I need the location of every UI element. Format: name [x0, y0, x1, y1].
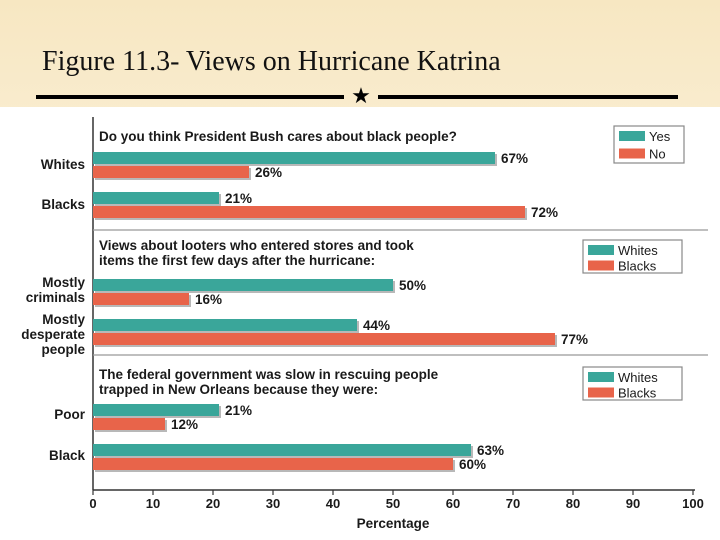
legend-label: Blacks	[618, 259, 657, 274]
legend-label: Blacks	[618, 386, 657, 401]
category-label: Black	[49, 448, 86, 463]
legend-swatch	[588, 387, 614, 398]
category-label: desperate	[21, 327, 85, 342]
legend-label: Whites	[618, 370, 658, 385]
data-label: 12%	[171, 417, 198, 432]
legend-swatch	[619, 148, 645, 159]
data-label: 63%	[477, 443, 504, 458]
x-tick-label: 70	[506, 496, 520, 511]
legend-label: Whites	[618, 243, 658, 258]
category-label: criminals	[26, 290, 85, 305]
bar	[93, 444, 471, 456]
category-label: Poor	[54, 407, 85, 422]
x-tick-label: 30	[266, 496, 280, 511]
category-label: Mostly	[42, 312, 85, 327]
data-label: 60%	[459, 457, 486, 472]
star-icon: ★	[351, 83, 371, 108]
slide-title: Figure 11.3- Views on Hurricane Katrina	[42, 46, 501, 77]
bar	[93, 192, 219, 204]
legend-swatch	[588, 245, 614, 255]
bar-chart: Do you think President Bush cares about …	[21, 117, 708, 531]
category-label: Mostly	[42, 275, 85, 290]
bar	[93, 404, 219, 416]
data-label: 77%	[561, 332, 588, 347]
panel-question: trapped in New Orleans because they were…	[99, 382, 378, 397]
title-rule-right	[378, 95, 678, 99]
legend-swatch	[588, 372, 614, 382]
x-tick-label: 40	[326, 496, 340, 511]
category-label: people	[41, 342, 85, 357]
title-rule-left	[36, 95, 344, 99]
x-tick-label: 50	[386, 496, 400, 511]
bar	[93, 418, 165, 430]
bar	[93, 293, 189, 305]
legend-swatch	[619, 131, 645, 141]
data-label: 21%	[225, 191, 252, 206]
legend-label: No	[649, 147, 666, 162]
panel-question: Views about looters who entered stores a…	[99, 238, 414, 253]
panel-question: Do you think President Bush cares about …	[99, 129, 457, 144]
bar	[93, 279, 393, 291]
bar	[93, 319, 357, 331]
data-label: 50%	[399, 278, 426, 293]
category-label: Blacks	[41, 197, 85, 212]
panel-question: items the first few days after the hurri…	[99, 253, 375, 268]
bar	[93, 206, 525, 218]
legend-swatch	[588, 260, 614, 271]
data-label: 67%	[501, 151, 528, 166]
x-axis-label: Percentage	[357, 516, 430, 531]
x-tick-label: 100	[682, 496, 704, 511]
bar	[93, 152, 495, 164]
bar	[93, 458, 453, 470]
x-tick-label: 10	[146, 496, 160, 511]
bar	[93, 166, 249, 178]
x-tick-label: 90	[626, 496, 640, 511]
x-tick-label: 60	[446, 496, 460, 511]
panel-question: The federal government was slow in rescu…	[99, 367, 439, 382]
x-tick-label: 0	[89, 496, 96, 511]
legend-label: Yes	[649, 129, 671, 144]
chart-panel: Do you think President Bush cares about …	[0, 107, 720, 540]
data-label: 44%	[363, 318, 390, 333]
data-label: 26%	[255, 165, 282, 180]
data-label: 72%	[531, 205, 558, 220]
data-label: 21%	[225, 403, 252, 418]
data-label: 16%	[195, 292, 222, 307]
x-tick-label: 20	[206, 496, 220, 511]
category-label: Whites	[41, 157, 85, 172]
bar	[93, 333, 555, 345]
x-tick-label: 80	[566, 496, 580, 511]
